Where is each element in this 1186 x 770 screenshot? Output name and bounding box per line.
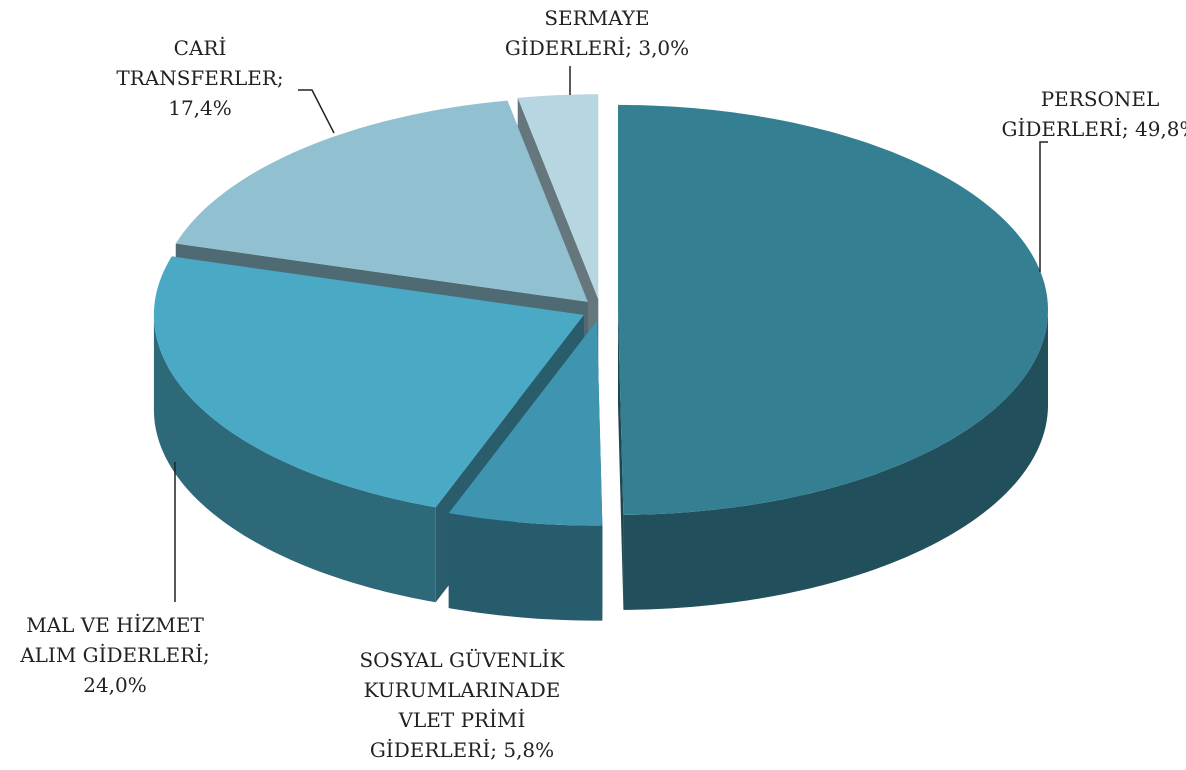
slice-wall: [617, 309, 624, 610]
slice-top: [617, 104, 1048, 515]
value-label: 3,0%: [638, 36, 690, 60]
leader-line: [1039, 141, 1048, 272]
slice-top: [175, 100, 588, 302]
category-name: MAL VE HİZMET ALIM GİDERLERİ;: [20, 613, 210, 667]
slice-label: SERMAYE GİDERLERİ; 3,0%: [487, 3, 707, 63]
slice-label: MAL VE HİZMET ALIM GİDERLERİ; 24,0%: [5, 610, 225, 700]
slice-top: [153, 256, 584, 508]
slice-side: [153, 314, 436, 603]
value-label: 49,8%: [1134, 117, 1186, 141]
slice-label: SOSYAL GÜVENLİK KURUMLARINADE VLET PRİMİ…: [337, 645, 587, 765]
slice-top: [448, 320, 603, 526]
slice-label: PERSONEL GİDERLERİ; 49,8%: [1000, 84, 1186, 144]
leader-line: [298, 89, 335, 134]
slice-label: CARİ TRANSFERLER; 17,4%: [105, 33, 295, 123]
value-label: 5,8%: [503, 738, 555, 762]
slice-side: [448, 513, 603, 621]
category-name: SOSYAL GÜVENLİK KURUMLARINADE VLET PRİMİ…: [359, 648, 565, 762]
slice-side: [623, 309, 1048, 610]
slice: [448, 320, 603, 621]
value-label: 17,4%: [168, 96, 232, 120]
slice: [617, 104, 1048, 610]
category-name: SERMAYE GİDERLERİ;: [504, 6, 650, 60]
category-name: CARİ TRANSFERLER;: [116, 36, 284, 90]
value-label: 24,0%: [83, 673, 147, 697]
slice-top: [517, 94, 599, 300]
category-name: PERSONEL GİDERLERİ;: [1001, 87, 1160, 141]
